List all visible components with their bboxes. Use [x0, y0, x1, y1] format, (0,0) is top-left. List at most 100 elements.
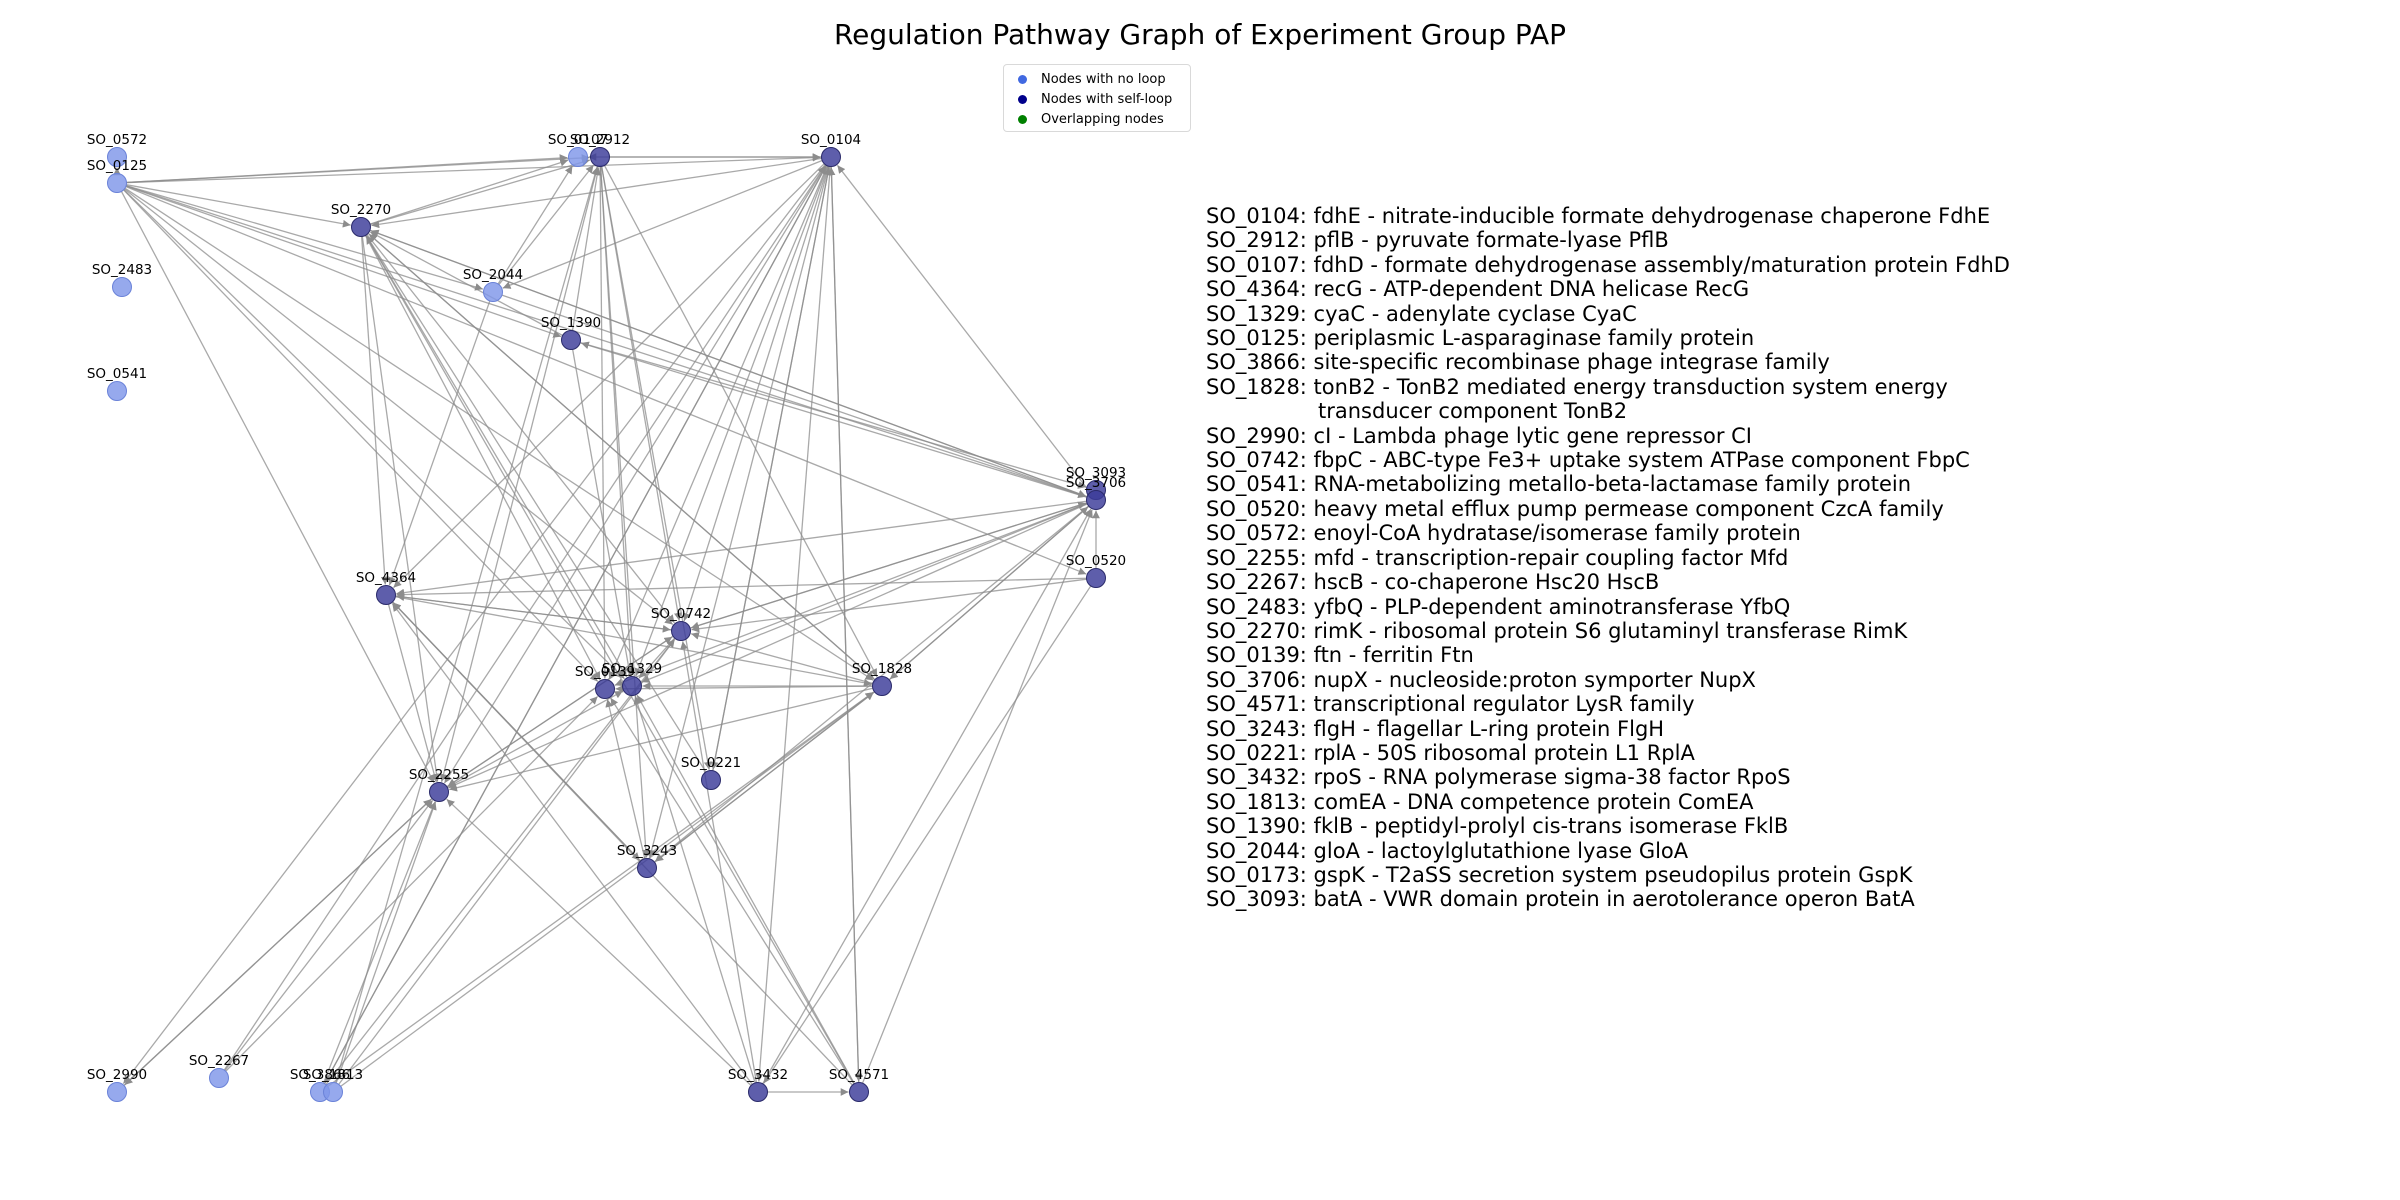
node-circle[interactable]: [107, 381, 127, 401]
node-SO_0520[interactable]: SO_0520: [1066, 553, 1126, 588]
legend: Nodes with no loop Nodes with self-loop …: [1003, 64, 1191, 132]
node-circle[interactable]: [376, 585, 396, 605]
node-circle[interactable]: [568, 147, 588, 167]
node-circle[interactable]: [849, 1082, 869, 1102]
page-title: Regulation Pathway Graph of Experiment G…: [833, 18, 1567, 51]
legend-label: Nodes with no loop: [1041, 71, 1166, 87]
node-label: SO_2483: [92, 262, 152, 278]
edge-SO_4571-SO_3706: [861, 509, 1093, 1084]
node-circle[interactable]: [107, 147, 127, 167]
node-circle[interactable]: [107, 173, 127, 193]
node-SO_0221[interactable]: SO_0221: [681, 755, 741, 790]
node-circle[interactable]: [107, 1082, 127, 1102]
edge-SO_2990-SO_2255: [123, 798, 432, 1086]
node-SO_1828[interactable]: SO_1828: [852, 661, 912, 696]
node-SO_2255[interactable]: SO_2255: [409, 767, 469, 802]
node-circle[interactable]: [351, 217, 371, 237]
edge-SO_3706-SO_1390: [580, 341, 1088, 498]
node-circle[interactable]: [429, 782, 449, 802]
node-layer: SO_0572SO_0125SO_2483SO_0541SO_0107SO_29…: [87, 132, 1126, 1102]
edge-SO_4571-SO_0104: [827, 167, 860, 1083]
node-label: SO_1813: [303, 1067, 363, 1083]
edge-SO_2255-SO_1329: [447, 690, 624, 788]
node-SO_1329[interactable]: SO_1329: [602, 661, 662, 696]
edge-SO_0520-SO_0742: [691, 578, 1087, 633]
node-circle[interactable]: [1086, 490, 1106, 510]
edge-SO_2270-SO_1329: [365, 234, 628, 678]
edge-SO_3706-SO_0104: [836, 164, 1091, 493]
node-SO_2267[interactable]: SO_2267: [189, 1053, 249, 1088]
node-SO_1390[interactable]: SO_1390: [541, 315, 601, 350]
navy-dot-icon: [1018, 94, 1027, 104]
node-circle[interactable]: [821, 147, 841, 167]
node-circle[interactable]: [1086, 568, 1106, 588]
edge-SO_2270-SO_2255: [361, 236, 441, 782]
node-circle[interactable]: [748, 1082, 768, 1102]
edge-SO_3432-SO_0742: [680, 641, 758, 1083]
node-SO_3243[interactable]: SO_3243: [617, 843, 677, 878]
node-SO_2912[interactable]: SO_2912: [570, 132, 630, 167]
gene-description: SO_2483: yfbQ - PLP-dependent aminotrans…: [1206, 594, 1791, 619]
node-SO_3706[interactable]: SO_3706: [1066, 475, 1126, 510]
node-SO_0572[interactable]: SO_0572: [87, 132, 147, 167]
edge-SO_3866-SO_0742: [325, 638, 676, 1085]
gene-description: SO_2990: cI - Lambda phage lytic gene re…: [1206, 423, 1752, 448]
node-SO_2044[interactable]: SO_2044: [463, 267, 523, 302]
node-label: SO_0742: [651, 606, 711, 622]
node-label: SO_0520: [1066, 553, 1126, 569]
edge-SO_0104-SO_1329: [634, 165, 829, 677]
edge-SO_3432-SO_4364: [391, 603, 753, 1085]
node-circle[interactable]: [483, 282, 503, 302]
node-circle[interactable]: [590, 147, 610, 167]
node-SO_0125[interactable]: SO_0125: [87, 158, 147, 193]
node-label: SO_3432: [728, 1067, 788, 1083]
gene-description: SO_0173: gspK - T2aSS secretion system p…: [1206, 862, 1913, 887]
edge-SO_3432-SO_3706: [762, 508, 1092, 1085]
node-circle[interactable]: [595, 679, 615, 699]
node-label: SO_2044: [463, 267, 523, 283]
node-circle[interactable]: [209, 1068, 229, 1088]
gene-description: SO_1828: tonB2 - TonB2 mediated energy t…: [1206, 374, 1948, 399]
node-SO_0104[interactable]: SO_0104: [801, 132, 861, 167]
node-circle[interactable]: [561, 330, 581, 350]
node-SO_0139[interactable]: SO_0139: [575, 664, 635, 699]
edge-SO_3866-SO_0104: [323, 165, 827, 1084]
node-circle[interactable]: [637, 858, 657, 878]
edge-SO_0104-SO_0139: [608, 165, 828, 680]
node-SO_4364[interactable]: SO_4364: [356, 570, 416, 605]
node-SO_2990[interactable]: SO_2990: [87, 1067, 147, 1102]
edge-SO_0520-SO_4364: [396, 577, 1087, 599]
legend-item-self-loop: Nodes with self-loop: [1012, 89, 1182, 109]
edge-SO_2912-SO_2255: [439, 166, 599, 782]
node-SO_4571[interactable]: SO_4571: [829, 1067, 889, 1102]
edge-SO_4364-SO_2255: [387, 604, 439, 783]
node-SO_0107[interactable]: SO_0107: [548, 132, 608, 167]
node-SO_0541[interactable]: SO_0541: [87, 366, 147, 401]
edge-SO_1390-SO_2912: [571, 167, 601, 331]
node-circle[interactable]: [671, 621, 691, 641]
node-circle[interactable]: [872, 676, 892, 696]
node-SO_2270[interactable]: SO_2270: [331, 202, 391, 237]
edge-SO_2267-SO_2255: [224, 799, 434, 1071]
node-circle[interactable]: [622, 676, 642, 696]
edge-SO_2267-SO_0139: [225, 695, 599, 1072]
edge-SO_2044-SO_3706: [501, 294, 1087, 498]
node-circle[interactable]: [701, 770, 721, 790]
edge-SO_1828-SO_3706: [888, 506, 1089, 681]
edge-SO_4571-SO_0139: [610, 697, 855, 1085]
node-circle[interactable]: [112, 277, 132, 297]
edge-SO_2912-SO_1828: [603, 165, 878, 678]
node-circle[interactable]: [323, 1082, 343, 1102]
edge-SO_3706-SO_2255: [448, 503, 1088, 789]
node-SO_0742[interactable]: SO_0742: [651, 606, 711, 641]
gene-description: SO_2044: gloA - lactoylglutathione lyase…: [1206, 838, 1689, 863]
node-SO_1813[interactable]: SO_1813: [303, 1067, 363, 1102]
gene-description: SO_0742: fbpC - ABC-type Fe3+ uptake sys…: [1206, 448, 1970, 473]
node-SO_3432[interactable]: SO_3432: [728, 1067, 788, 1102]
node-SO_2483[interactable]: SO_2483: [92, 262, 152, 297]
edge-SO_1828-SO_2270: [368, 233, 876, 681]
node-label: SO_4364: [356, 570, 416, 586]
node-label: SO_2267: [189, 1053, 249, 1069]
edge-SO_0104-SO_2044: [502, 159, 823, 289]
edge-SO_1390-SO_3093: [579, 341, 1087, 489]
